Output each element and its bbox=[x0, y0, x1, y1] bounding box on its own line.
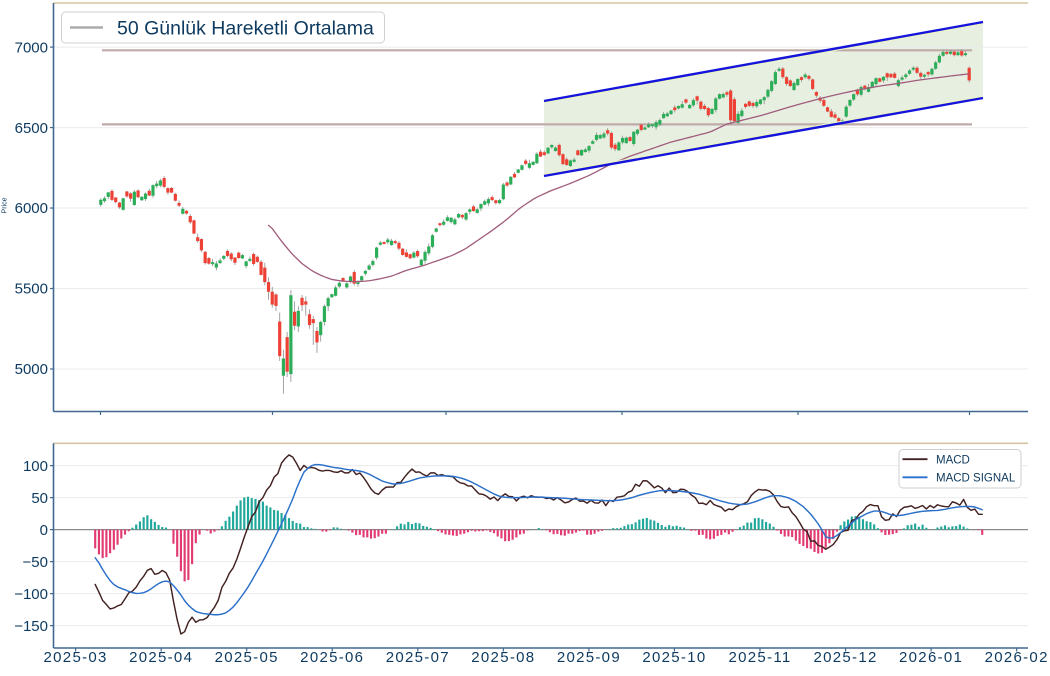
svg-text:6500: 6500 bbox=[15, 120, 48, 137]
svg-text:2026-01: 2026-01 bbox=[899, 649, 963, 666]
svg-text:2026-02: 2026-02 bbox=[985, 649, 1049, 666]
svg-text:2025-08: 2025-08 bbox=[471, 649, 535, 666]
svg-text:−150: −150 bbox=[14, 618, 48, 635]
svg-text:MACD: MACD bbox=[936, 454, 970, 466]
svg-text:2025-07: 2025-07 bbox=[386, 649, 450, 666]
svg-text:50 Günlük Hareketli Ortalama: 50 Günlük Hareketli Ortalama bbox=[117, 18, 374, 40]
svg-text:MACD SIGNAL: MACD SIGNAL bbox=[936, 472, 1016, 484]
svg-text:50: 50 bbox=[31, 490, 48, 507]
svg-text:2025-06: 2025-06 bbox=[300, 649, 364, 666]
svg-text:2025-05: 2025-05 bbox=[215, 649, 279, 666]
svg-text:2025-10: 2025-10 bbox=[642, 649, 706, 666]
svg-text:7000: 7000 bbox=[15, 39, 48, 56]
svg-text:2025-12: 2025-12 bbox=[813, 649, 877, 666]
svg-text:2025-03: 2025-03 bbox=[44, 649, 108, 666]
svg-text:0: 0 bbox=[40, 522, 48, 539]
svg-text:100: 100 bbox=[23, 458, 48, 475]
svg-text:6000: 6000 bbox=[15, 200, 48, 217]
svg-text:Price: Price bbox=[2, 197, 9, 213]
svg-text:5000: 5000 bbox=[15, 361, 48, 378]
svg-text:2025-04: 2025-04 bbox=[129, 649, 193, 666]
svg-text:5500: 5500 bbox=[15, 281, 48, 298]
svg-text:−50: −50 bbox=[23, 554, 48, 571]
svg-text:2025-11: 2025-11 bbox=[728, 649, 791, 666]
svg-text:−100: −100 bbox=[14, 586, 48, 603]
svg-text:2025-09: 2025-09 bbox=[557, 649, 621, 666]
